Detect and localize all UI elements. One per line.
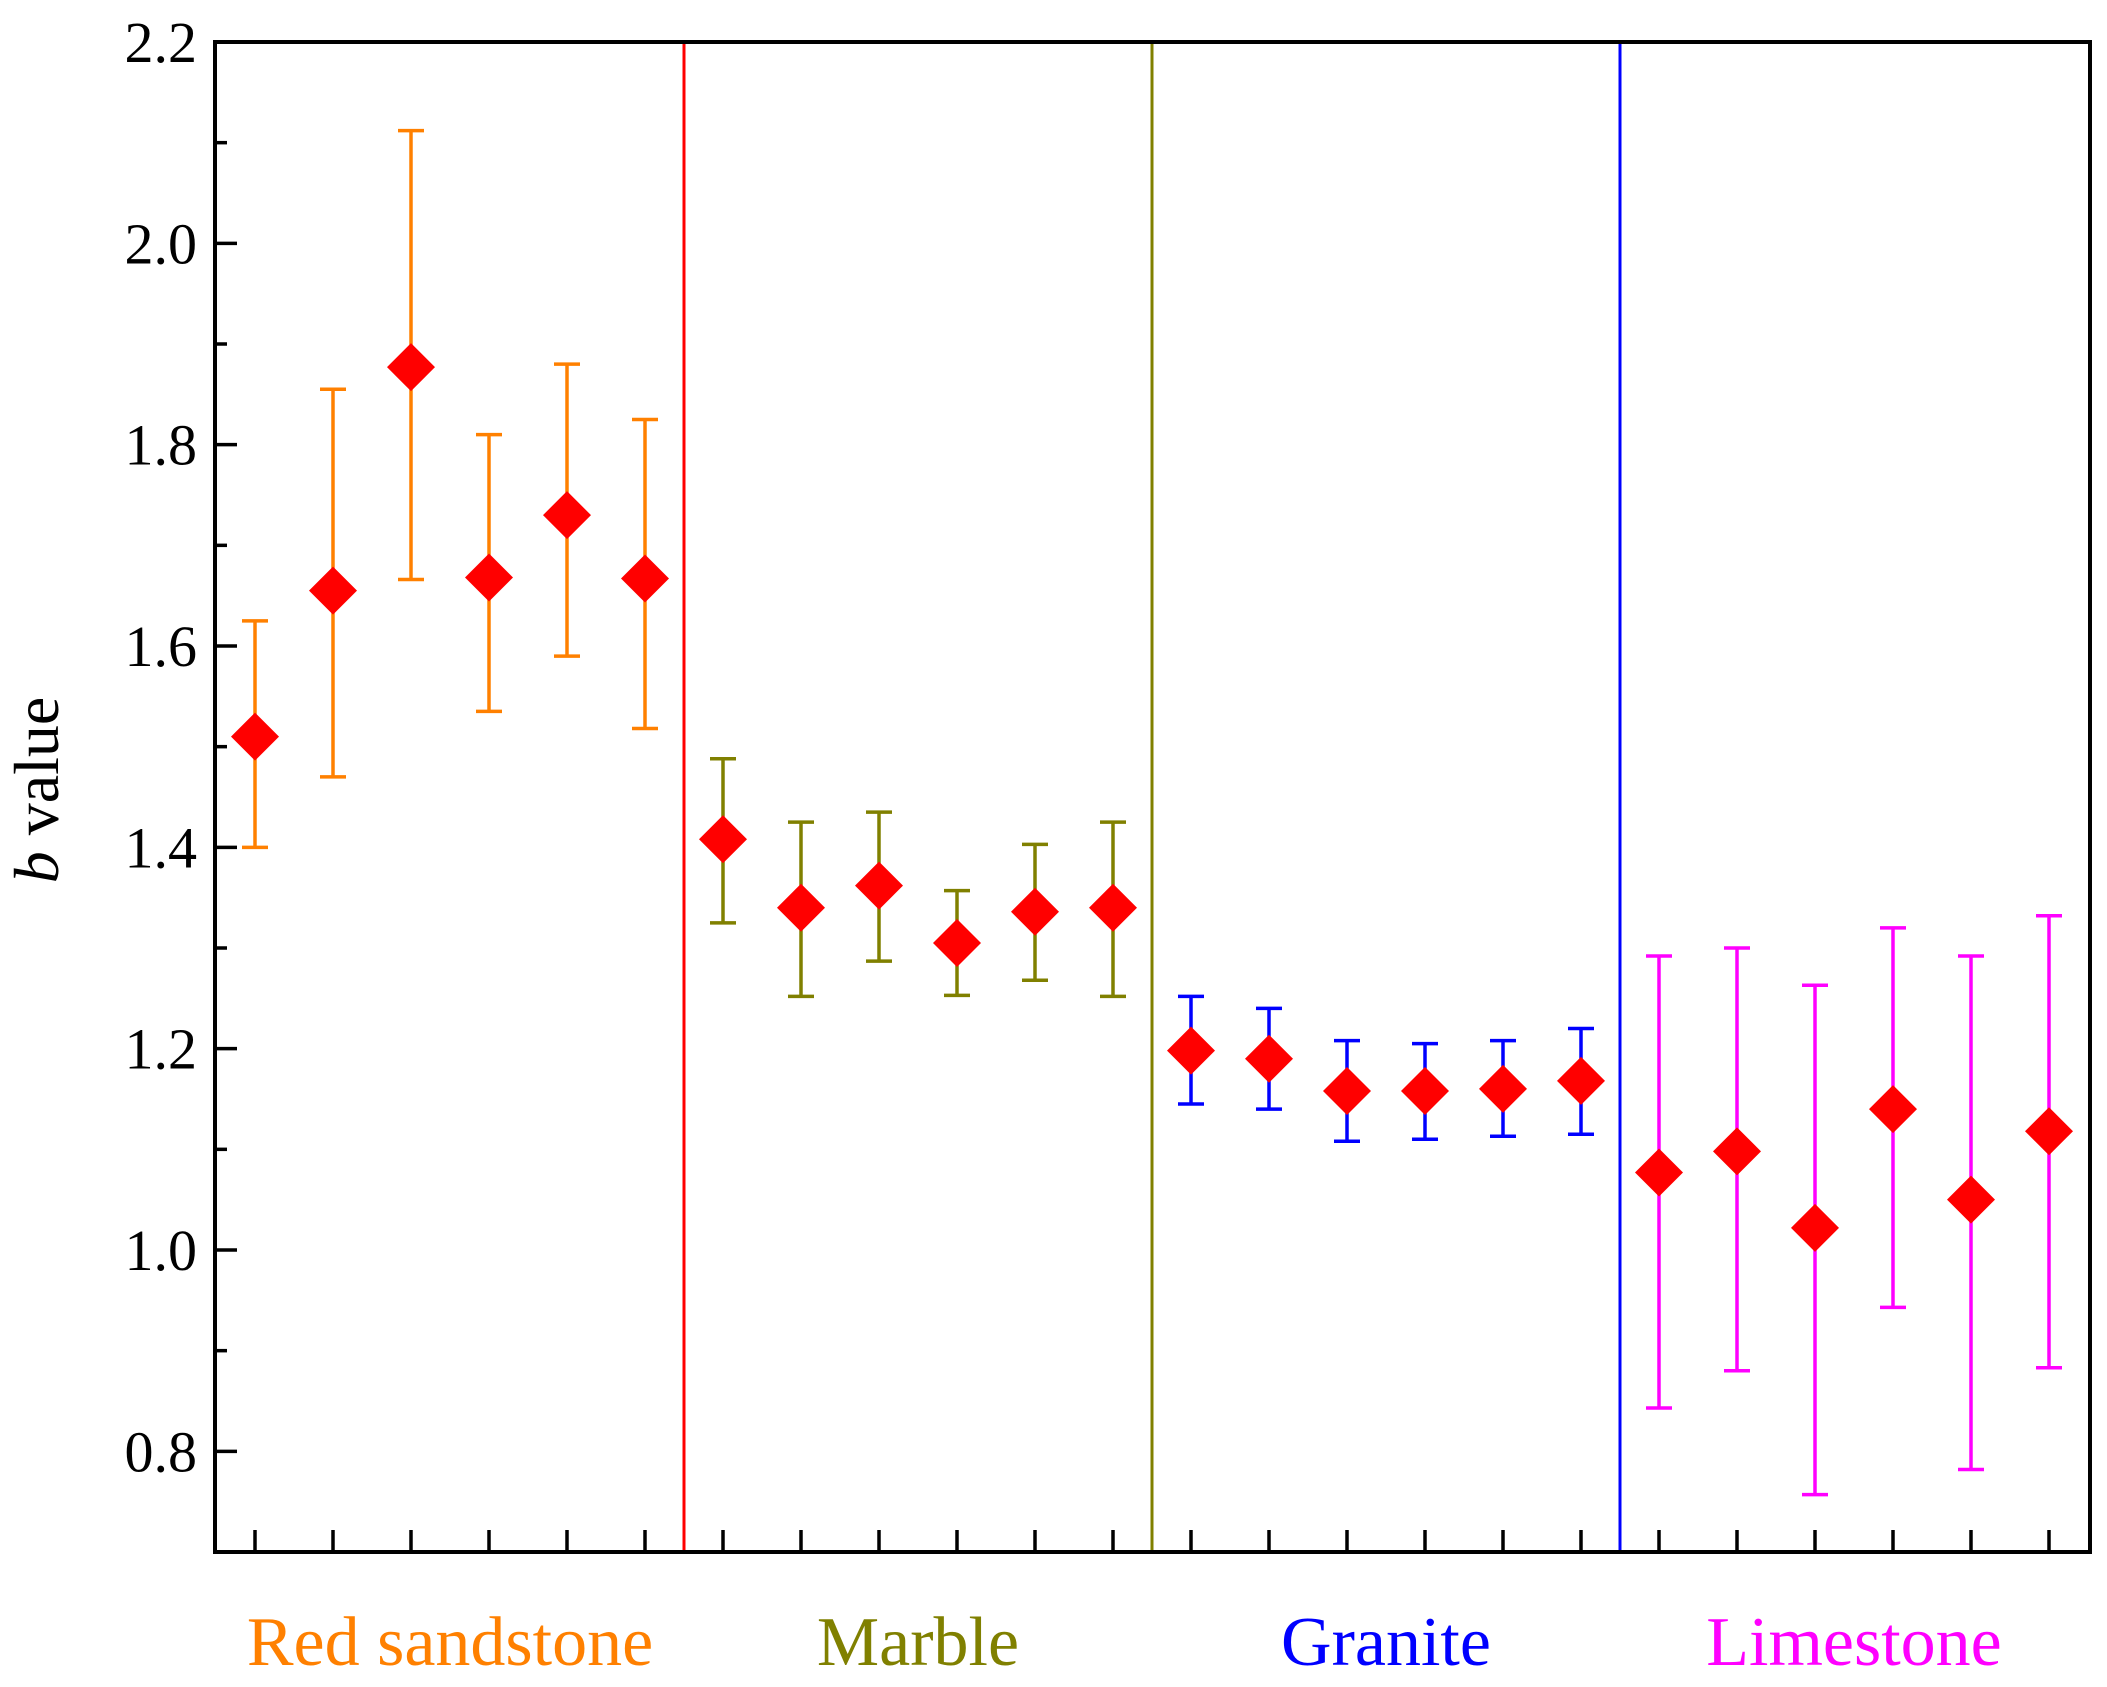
group-labels: Red sandstone Marble Granite Limestone bbox=[247, 1604, 2002, 1681]
group-dividers bbox=[682, 42, 1622, 1552]
group-label-3: Limestone bbox=[1706, 1604, 2001, 1681]
y-tick-label: 1.8 bbox=[125, 413, 198, 478]
data-point-2-2 bbox=[1323, 1066, 1371, 1115]
data-point-1-4 bbox=[1011, 887, 1059, 936]
data-point-1-1 bbox=[777, 883, 825, 932]
axes: 0.8 1.0 1.2 1.4 1.6 1.8 2.0 2.2 bbox=[125, 10, 2092, 1554]
group-label-0: Red sandstone bbox=[247, 1604, 653, 1681]
y-tick-label: 1.4 bbox=[125, 815, 198, 880]
data-markers bbox=[231, 343, 2073, 1252]
data-point-0-2 bbox=[387, 343, 435, 392]
y-tick-label: 0.8 bbox=[125, 1419, 198, 1484]
data-point-1-3 bbox=[933, 918, 981, 967]
y-axis-title: b value bbox=[1, 697, 72, 884]
y-axis-title-italic: b bbox=[1, 851, 72, 883]
data-point-0-5 bbox=[621, 554, 669, 603]
plot-frame bbox=[213, 40, 2092, 1554]
data-point-1-2 bbox=[855, 861, 903, 910]
y-tick-label: 1.6 bbox=[125, 614, 198, 679]
data-point-3-1 bbox=[1713, 1127, 1761, 1176]
group-label-2: Granite bbox=[1281, 1604, 1491, 1681]
data-point-0-0 bbox=[231, 712, 279, 761]
y-tick-label: 1.0 bbox=[125, 1218, 198, 1283]
data-point-1-0 bbox=[699, 815, 747, 864]
data-point-3-3 bbox=[1869, 1085, 1917, 1134]
y-axis-title-rest: value bbox=[1, 697, 72, 852]
y-tick-label: 2.2 bbox=[125, 10, 198, 75]
data-point-3-4 bbox=[1947, 1175, 1995, 1224]
data-point-0-3 bbox=[465, 553, 513, 602]
data-point-0-4 bbox=[543, 491, 591, 540]
data-point-3-0 bbox=[1635, 1148, 1683, 1197]
data-point-1-5 bbox=[1089, 883, 1137, 932]
y-tick-label: 2.0 bbox=[125, 211, 198, 276]
y-tick-label: 1.2 bbox=[125, 1017, 198, 1082]
data-point-2-3 bbox=[1401, 1066, 1449, 1115]
data-point-0-1 bbox=[309, 566, 357, 615]
data-point-2-4 bbox=[1479, 1064, 1527, 1113]
data-point-2-0 bbox=[1167, 1026, 1215, 1075]
data-point-2-1 bbox=[1245, 1034, 1293, 1083]
data-point-3-2 bbox=[1791, 1203, 1839, 1252]
group-label-1: Marble bbox=[817, 1604, 1019, 1681]
data-point-3-5 bbox=[2025, 1107, 2073, 1156]
data-point-2-5 bbox=[1557, 1056, 1605, 1105]
